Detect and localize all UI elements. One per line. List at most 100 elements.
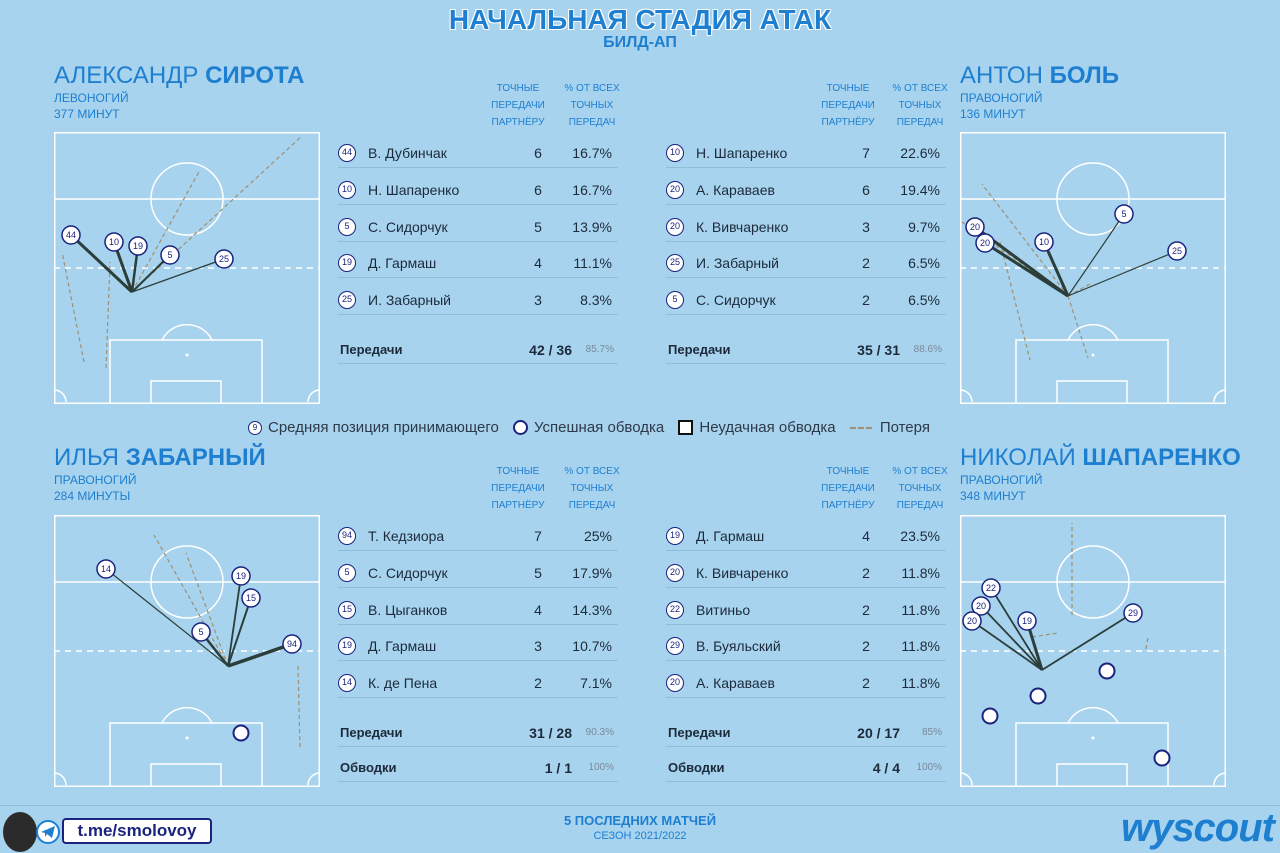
pass-pct: 23.5% xyxy=(900,528,940,544)
pass-count: 4 xyxy=(862,528,870,544)
receiver-name: С. Сидорчук xyxy=(368,218,448,235)
player-header-shaparenko: НИКОЛАЙ ШАПАРЕНКО ПРАВОНОГИЙ 348 МИНУТ xyxy=(960,444,1241,504)
receiver-label: 25 xyxy=(1172,246,1182,256)
pass-pct: 11.8% xyxy=(901,601,940,618)
player-foot: ПРАВОНОГИЙ xyxy=(960,473,1043,487)
pass-pct: 7.1% xyxy=(580,675,612,692)
player-minutes: 348 МИНУТ xyxy=(960,489,1026,503)
pitch-bol: 20 20 10 5 25 xyxy=(960,132,1226,404)
receiver-label: 29 xyxy=(1128,608,1138,618)
table-row: 19 Д. Гармаш 3 10.7% xyxy=(338,631,618,662)
player-number-badge: 5 xyxy=(338,217,356,236)
summary-label: Передачи xyxy=(668,725,731,740)
pass-pct: 25% xyxy=(583,528,612,544)
player-number-badge: 22 xyxy=(666,600,684,619)
pass-pct: 11.8% xyxy=(901,675,940,692)
player-minutes: 377 МИНУТ xyxy=(54,107,120,121)
pass-pct: 6.5% xyxy=(908,255,940,272)
receiver-name: Д. Гармаш xyxy=(368,255,437,272)
col-header-pct: % ОТ ВСЕХ ТОЧНЫХ ПЕРЕДАЧ xyxy=(564,83,620,128)
pass-count: 3 xyxy=(862,218,870,235)
player-name: НИКОЛАЙ ШАПАРЕНКО xyxy=(960,444,1241,471)
summary-value: 20 / 17 xyxy=(857,725,900,741)
summary-label: Передачи xyxy=(668,342,731,357)
receiver-label: 15 xyxy=(246,593,256,603)
pass-count: 7 xyxy=(534,528,542,544)
header: НАЧАЛЬНАЯ СТАДИЯ АТАК БИЛД-АП xyxy=(0,4,1280,52)
pass-count: 6 xyxy=(534,181,542,198)
pass-pct: 9.7% xyxy=(908,218,940,235)
table-row: 22 Витиньо 2 11.8% xyxy=(666,595,946,625)
summary-row-passes: Передачи 20 / 17 85% xyxy=(666,717,946,747)
receiver-label: 25 xyxy=(219,254,229,264)
telegram-link[interactable]: t.me/smolovoy xyxy=(62,818,212,844)
receiver-name: Витиньо xyxy=(696,601,751,618)
pass-pct: 16.7% xyxy=(572,145,612,161)
player-foot: ПРАВОНОГИЙ xyxy=(54,473,137,487)
pass-pct: 11.1% xyxy=(573,255,612,272)
pitch-sirota: 44 10 19 5 25 xyxy=(54,132,320,404)
receiver-name: Т. Кедзиора xyxy=(368,528,445,544)
player-header-zabarny: ИЛЬЯ ЗАБАРНЫЙ ПРАВОНОГИЙ 284 МИНУТЫ xyxy=(54,444,266,504)
player-number-badge: 20 xyxy=(666,563,684,582)
table-row: 19 Д. Гармаш 4 23.5% xyxy=(666,521,946,551)
legend-fail-dribble: Неудачная обводка xyxy=(678,419,836,436)
pass-pct: 10.7% xyxy=(572,638,612,655)
summary-pct: 100% xyxy=(588,762,614,773)
col-header-pct: % ОТ ВСЕХ ТОЧНЫХ ПЕРЕДАЧ xyxy=(892,83,948,128)
summary-label: Обводки xyxy=(340,760,397,775)
summary-pct: 100% xyxy=(916,762,942,773)
col-header-pct: % ОТ ВСЕХ ТОЧНЫХ ПЕРЕДАЧ xyxy=(892,466,948,511)
avatar xyxy=(3,812,37,852)
legend-avg-position: 9 Средняя позиция принимающего xyxy=(248,419,499,436)
receiver-label: 20 xyxy=(976,601,986,611)
legend-success-dribble: Успешная обводка xyxy=(513,419,664,436)
table-row: 10 Н. Шапаренко 7 22.6% xyxy=(666,138,946,168)
table-row: 44 В. Дубинчак 6 16.7% xyxy=(338,138,618,168)
summary-pct: 90.3% xyxy=(585,727,614,738)
legend: 9 Средняя позиция принимающего Успешная о… xyxy=(248,418,940,436)
receiver-label: 19 xyxy=(1022,616,1032,626)
footer-line1: 5 ПОСЛЕДНИХ МАТЧЕЙ xyxy=(563,813,717,828)
summary-row-dribbles: Обводки 1 / 1 100% xyxy=(338,752,618,782)
summary-row-dribbles: Обводки 4 / 4 100% xyxy=(666,752,946,782)
pass-count: 6 xyxy=(534,145,542,161)
legend-loss: Потеря xyxy=(849,419,930,436)
player-name: АНТОН БОЛЬ xyxy=(960,62,1120,89)
square-icon xyxy=(678,420,694,436)
receiver-name: И. Забарный xyxy=(368,292,451,309)
table-row: 20 А. Караваев 2 11.8% xyxy=(666,668,946,699)
summary-pct: 88.6% xyxy=(913,344,942,355)
receiver-label: 10 xyxy=(109,237,119,247)
receiver-name: А. Караваев xyxy=(696,675,775,692)
receiver-label: 10 xyxy=(1039,237,1049,247)
pass-count: 3 xyxy=(534,292,542,309)
pass-pct: 19.4% xyxy=(900,181,940,198)
table-row: 20 К. Вивчаренко 2 11.8% xyxy=(666,558,946,588)
table-row: 20 К. Вивчаренко 3 9.7% xyxy=(666,212,946,242)
receiver-name: С. Сидорчук xyxy=(696,292,776,309)
receiver-label: 94 xyxy=(287,639,297,649)
dashed-line-icon xyxy=(849,426,872,429)
pass-count: 2 xyxy=(862,292,870,309)
receiver-name: Н. Шапаренко xyxy=(368,181,460,198)
pass-count: 2 xyxy=(862,675,870,692)
pass-pct: 11.8% xyxy=(901,564,940,581)
pass-pct: 22.6% xyxy=(900,145,940,161)
player-foot: ЛЕВОНОГИЙ xyxy=(54,91,129,105)
wyscout-logo: wyscout xyxy=(1120,806,1275,850)
col-header-passes: ТОЧНЫЕ ПЕРЕДАЧИ ПАРТНЁРУ xyxy=(821,83,875,128)
receiver-label: 14 xyxy=(101,564,111,574)
page-title: НАЧАЛЬНАЯ СТАДИЯ АТАК xyxy=(448,4,832,35)
pass-count: 6 xyxy=(862,181,870,198)
player-number-badge: 5 xyxy=(338,563,356,582)
col-header-passes: ТОЧНЫЕ ПЕРЕДАЧИ ПАРТНЁРУ xyxy=(491,466,545,511)
receiver-name: Н. Шапаренко xyxy=(696,145,788,161)
table-row: 15 В. Цыганков 4 14.3% xyxy=(338,595,618,625)
receiver-name: В. Буяльский xyxy=(696,638,781,655)
pitch-zabarny: 14 5 15 19 94 xyxy=(54,515,320,787)
footer: t.me/smolovoy 5 ПОСЛЕДНИХ МАТЧЕЙ СЕЗОН 2… xyxy=(0,805,1280,853)
pass-count: 2 xyxy=(862,601,870,618)
receiver-name: И. Забарный xyxy=(696,255,779,272)
pass-count: 2 xyxy=(862,564,870,581)
